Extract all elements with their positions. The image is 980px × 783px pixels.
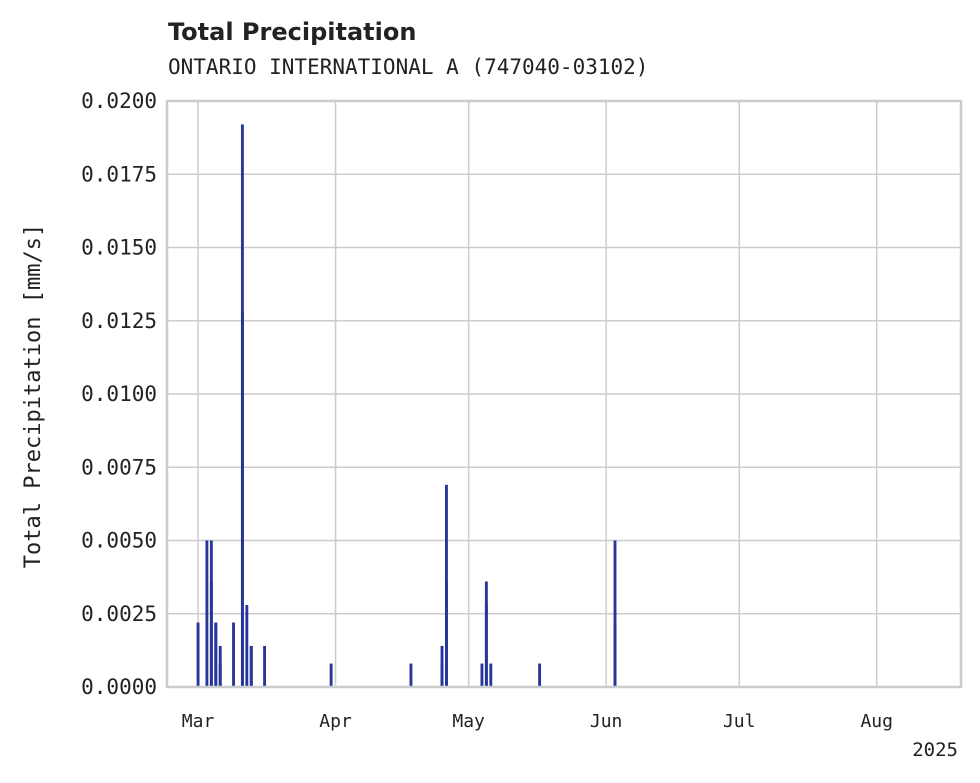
- precipitation-bar: [613, 622, 617, 687]
- precipitation-bar: [245, 604, 249, 687]
- precipitation-bar: [214, 622, 218, 687]
- x-tick-label: Jul: [723, 711, 756, 732]
- precipitation-bar: [329, 663, 333, 687]
- precipitation-bar: [196, 622, 200, 687]
- x-axis-ticks: Mar Apr May Jun Jul Aug: [182, 711, 893, 732]
- y-tick-label: 0.0200: [81, 89, 157, 113]
- x-tick-label: Aug: [860, 711, 893, 732]
- precipitation-bar: [409, 663, 413, 687]
- precipitation-bar: [249, 645, 253, 687]
- y-tick-label: 0.0125: [81, 309, 157, 333]
- precipitation-bar: [484, 604, 488, 687]
- grid: [167, 101, 961, 687]
- precipitation-bar: [205, 540, 209, 687]
- precipitation-bar: [440, 645, 444, 687]
- precipitation-bar: [209, 581, 213, 687]
- x-tick-label: Jun: [590, 711, 623, 732]
- chart-subtitle: ONTARIO INTERNATIONAL A (747040-03102): [168, 55, 648, 79]
- x-tick-label: Apr: [319, 711, 352, 732]
- y-axis-label: Total Precipitation [mm/s]: [21, 224, 46, 568]
- bars: [196, 124, 617, 687]
- x-tick-label: Mar: [182, 711, 215, 732]
- y-tick-label: 0.0050: [81, 529, 157, 553]
- x-axis-offset-label: 2025: [912, 739, 958, 761]
- y-tick-label: 0.0100: [81, 382, 157, 406]
- precipitation-bar: [489, 663, 493, 687]
- y-tick-label: 0.0175: [81, 162, 157, 186]
- precipitation-bar: [218, 663, 222, 687]
- y-tick-label: 0.0025: [81, 602, 157, 626]
- precipitation-bar: [538, 663, 542, 687]
- y-tick-label: 0.0000: [81, 675, 157, 699]
- plot-frame: [165, 99, 963, 689]
- y-tick-label: 0.0150: [81, 236, 157, 260]
- x-tick-label: May: [452, 711, 485, 732]
- precipitation-bar: [232, 622, 235, 687]
- precipitation-bar: [445, 581, 448, 687]
- precipitation-bar: [240, 311, 244, 687]
- y-axis-ticks: 0.0000 0.0025 0.0050 0.0075 0.0100 0.0125 0.01…: [81, 89, 157, 699]
- precipitation-bar: [480, 663, 484, 687]
- precipitation-bar: [613, 540, 617, 687]
- precipitation-bar: [263, 645, 267, 687]
- chart-title: Total Precipitation: [168, 18, 416, 46]
- y-tick-label: 0.0075: [81, 455, 157, 479]
